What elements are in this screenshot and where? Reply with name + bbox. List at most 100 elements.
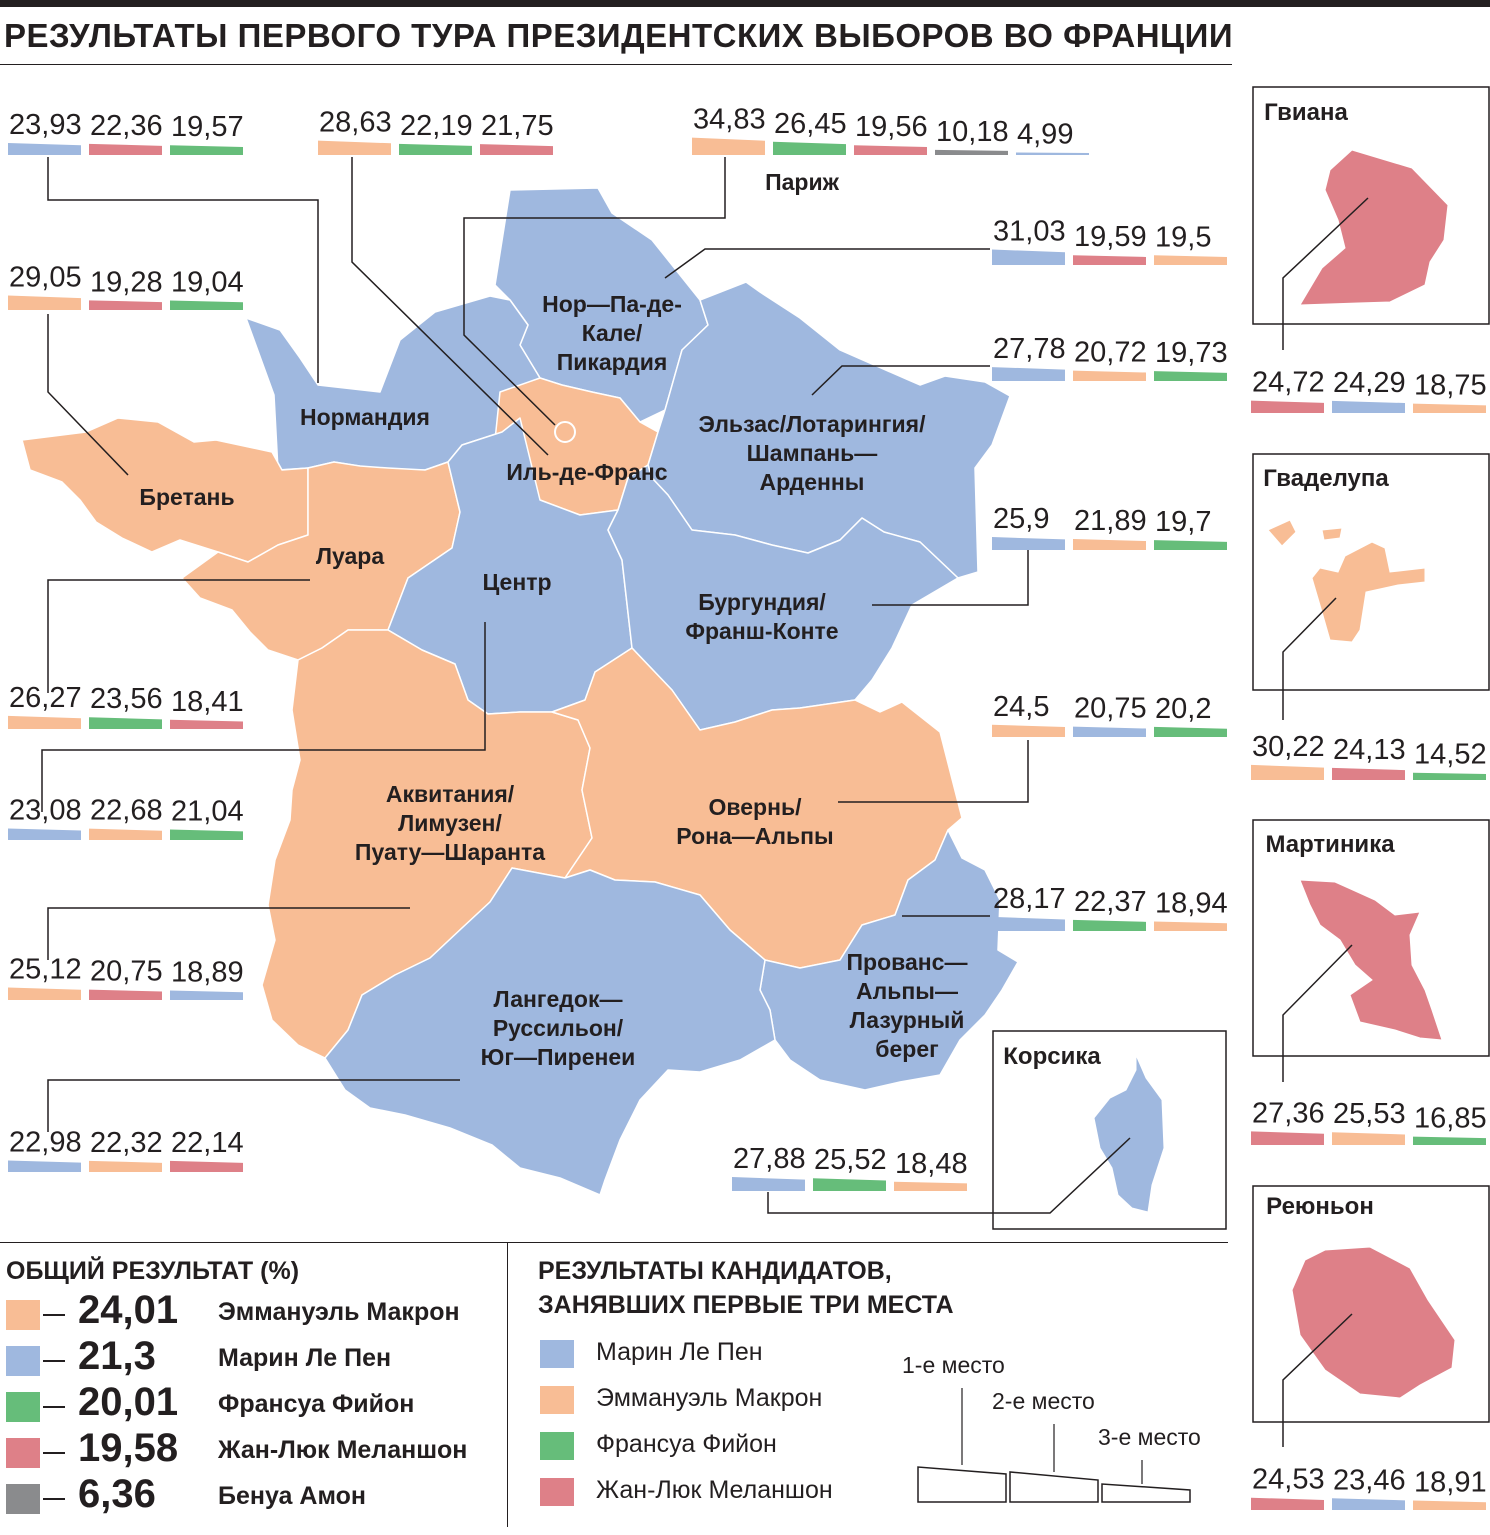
- result-value-martinique-2: 25,53: [1333, 1098, 1406, 1130]
- result-bar-bretagne-2: [89, 300, 162, 310]
- result-value-aquitaine-3: 18,89: [171, 957, 244, 989]
- leader-line-corse: [767, 1137, 1131, 1214]
- result-bar-reunion-1: [1251, 1497, 1324, 1510]
- result-value-reunion-3: 18,91: [1414, 1467, 1487, 1499]
- result-bar-loire-3: [170, 719, 243, 729]
- result-bar-reunion-3: [1413, 1500, 1486, 1510]
- leader-line-alsace: [811, 365, 990, 396]
- inset-frame-martinique: [1252, 819, 1490, 1057]
- result-bar-aquitaine-2: [89, 989, 162, 1000]
- result-bar-guadeloupe-1: [1251, 764, 1324, 780]
- result-bar-paca-1: [992, 916, 1065, 931]
- region-shape-guadeloupe-2: [1311, 541, 1426, 643]
- total-row-lepen: 21,3 Марин Ле Пен: [6, 1334, 506, 1378]
- result-value-auvergne-3: 20,2: [1155, 693, 1211, 725]
- result-bar-martinique-3: [1413, 1136, 1486, 1145]
- result-bar-corse-1: [732, 1177, 805, 1191]
- result-value-auvergne-1: 24,5: [993, 691, 1049, 723]
- result-bar-centre-1: [8, 828, 81, 840]
- region-name-guyane: Гвиана: [1264, 99, 1348, 126]
- totals-heading: ОБЩИЙ РЕЗУЛЬТАТ (%): [6, 1257, 300, 1285]
- result-group-alsace: 27,78 20,72 19,73: [992, 333, 1228, 381]
- total-candidate-name: Франсуа Фийон: [218, 1390, 415, 1418]
- total-candidate-name: Марин Ле Пен: [218, 1344, 392, 1372]
- result-value-reunion-1: 24,53: [1252, 1464, 1325, 1496]
- leader-line-loire: [47, 579, 310, 693]
- paris-marker: [554, 421, 576, 443]
- result-group-aquitaine: 25,12 20,75 18,89: [8, 953, 244, 1000]
- result-value-centre-1: 23,08: [9, 794, 82, 826]
- leader-line-reunion: [1282, 1313, 1353, 1447]
- result-bar-reunion-2: [1332, 1498, 1405, 1510]
- result-bar-idf-2: [399, 143, 472, 155]
- key-candidate-name: Франсуа Фийон: [596, 1430, 777, 1458]
- result-bar-corse-3: [894, 1181, 967, 1191]
- result-bar-paca-2: [1073, 919, 1146, 931]
- result-group-corse: 27,88 25,52 18,48: [732, 1143, 968, 1191]
- result-bar-aquitaine-1: [8, 987, 81, 1000]
- inset-frame-guadeloupe: [1252, 453, 1490, 691]
- result-bar-centre-2: [89, 828, 162, 840]
- region-name-paca: Прованс— Альпы— Лазурный берег: [847, 949, 968, 1062]
- result-value-languedoc-3: 22,14: [171, 1127, 244, 1159]
- result-bar-alsace-2: [1073, 370, 1146, 381]
- result-value-guyane-3: 18,75: [1414, 370, 1487, 402]
- result-value-normandie-3: 19,57: [171, 111, 244, 143]
- top-rule: [0, 0, 1490, 7]
- map-insets: [992, 86, 1490, 1423]
- result-value-corse-1: 27,88: [733, 1143, 806, 1175]
- result-group-guadeloupe: 30,22 24,13 14,52: [1251, 731, 1487, 780]
- total-dash: [43, 1452, 65, 1454]
- result-group-languedoc: 22,98 22,32 22,14: [8, 1127, 244, 1172]
- region-name-bourgogne: Бургундия/Франш-Конте: [685, 589, 838, 644]
- result-group-bretagne: 29,05 19,28 19,04: [8, 261, 244, 310]
- leader-line-martinique: [1282, 944, 1353, 1082]
- region-name-guadeloupe: Гваделупа: [1263, 465, 1389, 492]
- region-name-reunion: Реюньон: [1266, 1193, 1374, 1220]
- result-group-guyane: 24,72 24,29 18,75: [1251, 367, 1487, 413]
- result-value-guadeloupe-3: 14,52: [1414, 739, 1487, 771]
- region-shape-guyane: [1299, 149, 1449, 306]
- result-value-paris-2: 26,45: [774, 108, 847, 140]
- key-swatch: [540, 1478, 574, 1506]
- total-candidate-name: Эммануэль Макрон: [218, 1298, 460, 1326]
- result-bar-paris-3: [854, 145, 927, 155]
- leader-line-paris: [463, 157, 726, 426]
- result-value-paris-4: 10,18: [936, 116, 1009, 148]
- result-value-idf-1: 28,63: [319, 107, 392, 139]
- total-dash: [43, 1314, 65, 1316]
- result-bar-guyane-2: [1332, 400, 1405, 413]
- key-bar-2: [1009, 1471, 1099, 1503]
- result-bar-auvergne-3: [1154, 726, 1227, 737]
- result-bar-normandie-1: [8, 143, 81, 155]
- result-value-alsace-2: 20,72: [1074, 337, 1147, 369]
- inset-frame-reunion: [1252, 1185, 1490, 1423]
- total-row-melenchon: 19,58 Жан-Люк Меланшон: [6, 1426, 506, 1470]
- result-value-martinique-1: 27,36: [1252, 1097, 1325, 1129]
- result-value-bretagne-1: 29,05: [9, 261, 82, 293]
- region-shape-guadeloupe-1: [1321, 527, 1343, 541]
- key-candidate-name: Марин Ле Пен: [596, 1338, 763, 1366]
- result-value-aquitaine-2: 20,75: [90, 956, 163, 988]
- key-bar-3: [1101, 1483, 1191, 1503]
- result-bar-paris-2: [773, 141, 846, 155]
- leader-lines: [41, 157, 1369, 1447]
- result-value-paca-1: 28,17: [993, 883, 1066, 915]
- region-name-centre: Центр: [482, 569, 551, 595]
- result-value-idf-3: 21,75: [481, 110, 554, 142]
- first-place-label: 1-е место: [902, 1352, 1005, 1378]
- result-value-guadeloupe-1: 30,22: [1252, 731, 1325, 763]
- result-group-paris: 34,83 26,45 19,56 10,18 4,99: [692, 104, 1089, 155]
- total-value: 19,58: [78, 1426, 179, 1470]
- region-name-loire: Луара: [316, 543, 384, 569]
- result-bar-idf-1: [318, 140, 391, 155]
- result-group-normandie: 23,93 22,36 19,57: [8, 109, 244, 155]
- region-name-npdc: Нор—Па-де-Кале/Пикардия: [542, 291, 682, 375]
- region-name-languedoc: Лангедок— Руссильон/Юг—Пиренеи: [481, 986, 636, 1070]
- result-bar-bretagne-3: [170, 300, 243, 310]
- total-row-hamon: 6,36 Бенуа Амон: [6, 1472, 506, 1516]
- result-bar-martinique-2: [1332, 1132, 1405, 1145]
- result-bar-aquitaine-3: [170, 990, 243, 1000]
- result-value-alsace-1: 27,78: [993, 333, 1066, 365]
